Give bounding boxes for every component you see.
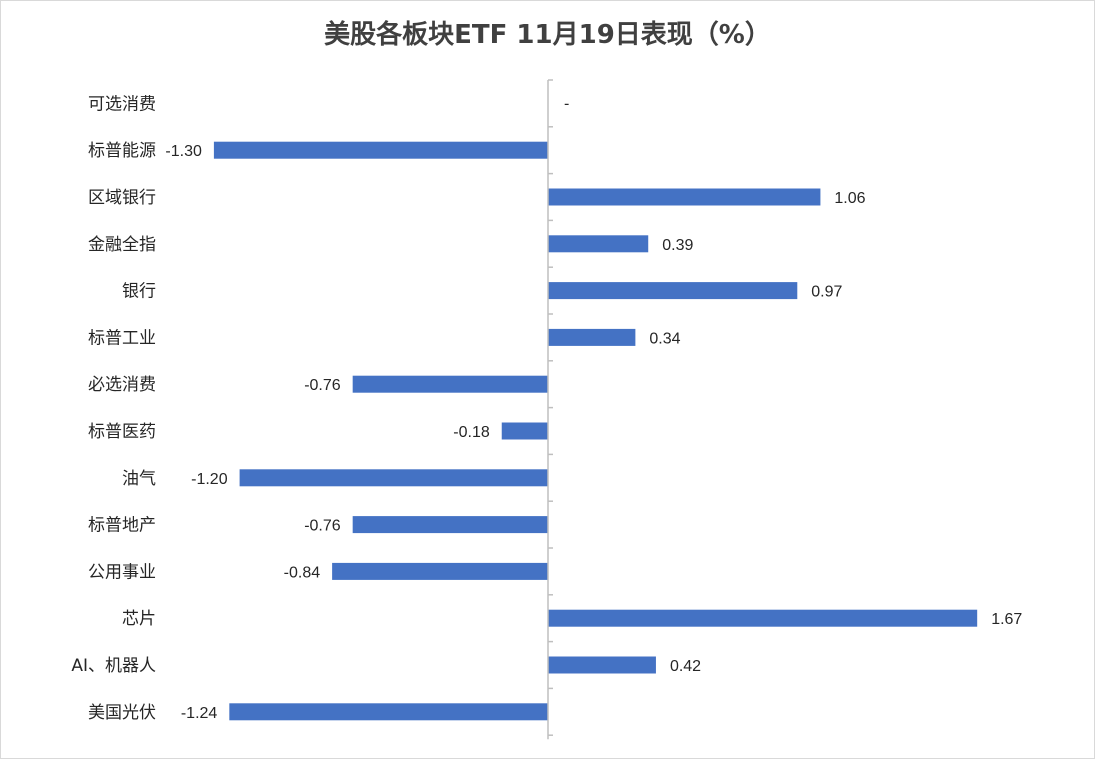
bar bbox=[548, 609, 978, 627]
bar bbox=[229, 703, 548, 721]
category-label: 美国光伏 bbox=[88, 703, 156, 723]
category-label: 区域银行 bbox=[88, 188, 156, 208]
bar bbox=[548, 656, 656, 674]
bar bbox=[239, 469, 548, 487]
category-label: 标普能源 bbox=[88, 141, 156, 161]
category-label: 金融全指 bbox=[88, 235, 156, 255]
value-label: 1.06 bbox=[834, 190, 865, 207]
bar bbox=[548, 188, 821, 206]
category-label: 银行 bbox=[122, 282, 156, 302]
value-label: 0.34 bbox=[649, 330, 680, 347]
value-label: -0.18 bbox=[453, 424, 490, 441]
value-label: - bbox=[564, 95, 569, 112]
value-label: 0.97 bbox=[811, 284, 842, 301]
bar bbox=[332, 562, 548, 580]
category-label: 可选消费 bbox=[88, 94, 156, 114]
bar bbox=[352, 375, 548, 393]
value-label: -0.84 bbox=[284, 564, 321, 581]
bar bbox=[352, 516, 548, 534]
bar bbox=[548, 328, 636, 346]
category-label: 标普地产 bbox=[88, 516, 156, 536]
value-label: 0.39 bbox=[662, 237, 693, 254]
category-label: 油气 bbox=[122, 469, 156, 489]
category-label: 芯片 bbox=[122, 609, 156, 629]
category-label: 标普医药 bbox=[88, 422, 156, 442]
bar bbox=[213, 141, 548, 159]
value-label: -1.24 bbox=[181, 705, 218, 722]
value-label: -1.20 bbox=[191, 471, 228, 488]
bar bbox=[548, 282, 798, 300]
value-label: 0.42 bbox=[670, 658, 701, 675]
category-label: 公用事业 bbox=[88, 562, 156, 582]
category-label: 标普工业 bbox=[88, 328, 156, 348]
bar bbox=[501, 422, 548, 440]
category-label: AI、机器人 bbox=[71, 656, 156, 676]
value-label: -0.76 bbox=[304, 518, 341, 535]
bar bbox=[548, 235, 649, 253]
category-label: 必选消费 bbox=[88, 375, 156, 395]
value-label: -1.30 bbox=[165, 143, 202, 160]
value-label: 1.67 bbox=[991, 611, 1022, 628]
chart-title: 美股各板块ETF 11月19日表现（%） bbox=[324, 20, 771, 50]
value-label: -0.76 bbox=[304, 377, 341, 394]
